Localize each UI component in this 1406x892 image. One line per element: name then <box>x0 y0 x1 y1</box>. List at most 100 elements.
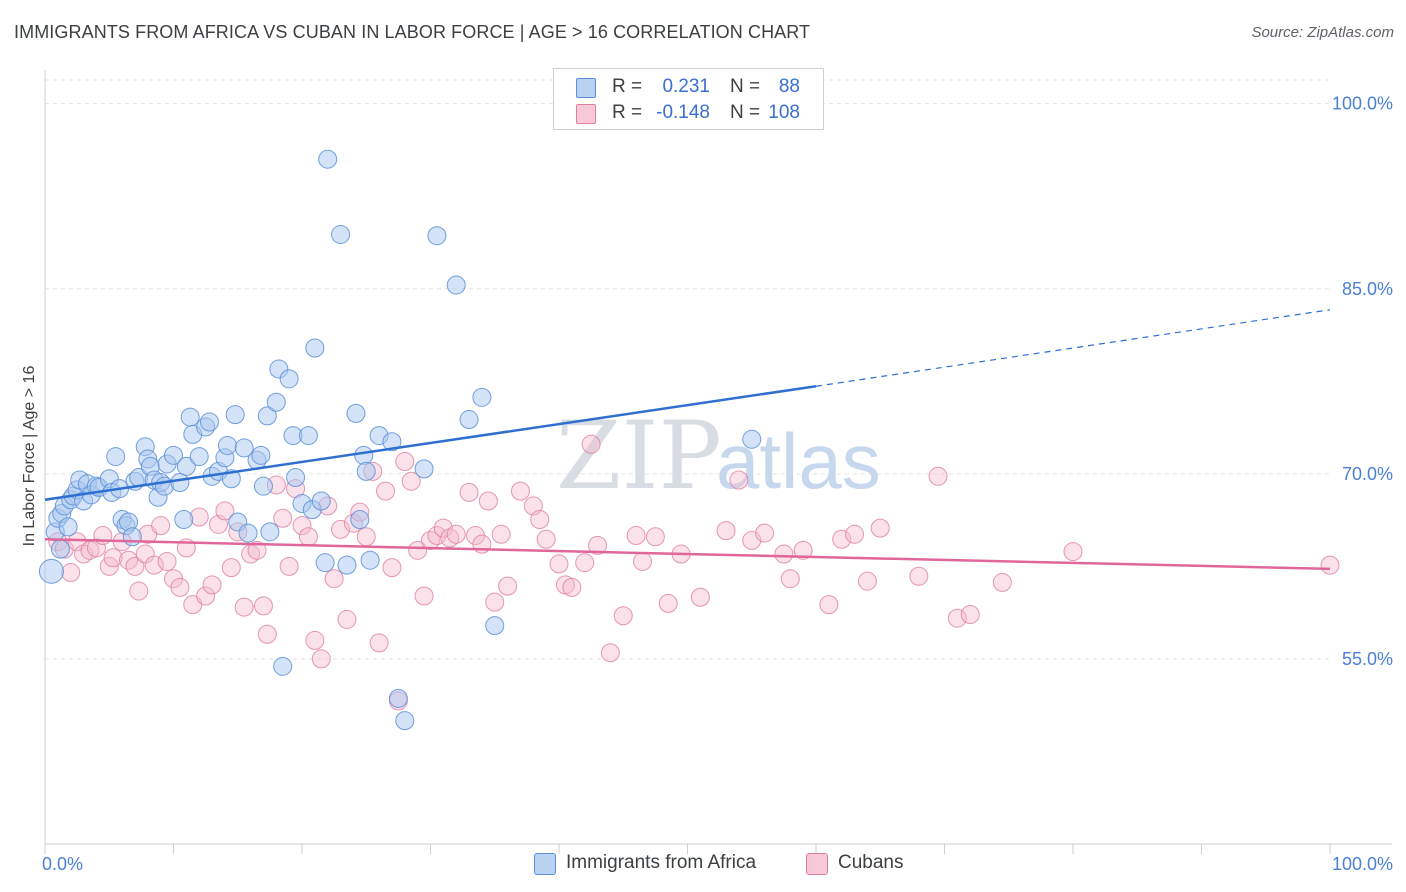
watermark-atlas: atlas <box>716 417 881 505</box>
data-point-cubans <box>170 577 190 597</box>
data-point-cubans <box>960 605 980 624</box>
data-point-cubans <box>755 523 775 543</box>
data-point-cubans <box>645 527 665 547</box>
legend-r-value: 0.231 <box>662 76 710 97</box>
data-point-africa <box>446 275 466 295</box>
data-point-cubans <box>1320 555 1340 575</box>
data-point-cubans <box>324 569 344 589</box>
legend-swatch-africa <box>534 853 556 875</box>
legend-r-value: -0.148 <box>656 102 710 123</box>
legend-swatch-cubans <box>576 104 596 124</box>
legend-r-label: R = <box>612 102 643 123</box>
axes <box>44 70 1392 854</box>
data-point-africa <box>238 523 258 543</box>
data-point-africa <box>122 527 142 547</box>
stats-legend: R = 0.231 N = 88 R = -0.148 N = 108 <box>553 68 824 130</box>
data-point-cubans <box>536 529 556 549</box>
data-point-africa <box>221 469 241 489</box>
trend-lines <box>44 309 1331 571</box>
data-point-cubans <box>446 524 466 544</box>
data-point-africa <box>251 445 271 465</box>
data-point-cubans <box>298 527 318 547</box>
data-point-cubans <box>86 538 106 558</box>
data-point-cubans <box>356 527 376 547</box>
data-point-cubans <box>870 518 890 538</box>
data-point-africa <box>257 406 277 426</box>
data-point-africa <box>388 688 408 708</box>
data-point-africa <box>305 338 325 358</box>
data-point-africa <box>38 558 64 584</box>
data-point-cubans <box>369 633 389 653</box>
data-point-cubans <box>151 516 171 536</box>
data-point-africa <box>225 405 245 425</box>
data-point-cubans <box>928 466 948 486</box>
data-point-cubans <box>440 528 460 548</box>
legend-n-label: N = <box>730 76 761 97</box>
data-point-cubans <box>498 576 518 596</box>
data-point-cubans <box>279 556 299 576</box>
data-point-cubans <box>845 524 865 544</box>
data-point-africa <box>382 432 402 452</box>
y-tick-label: 55.0% <box>1342 649 1393 669</box>
data-point-cubans <box>600 643 620 663</box>
data-point-africa <box>106 447 126 467</box>
y-tick-label: 100.0% <box>1332 94 1393 114</box>
legend-label-cubans: Cubans <box>838 852 904 873</box>
data-point-africa <box>253 476 273 496</box>
legend-n-value: 108 <box>768 102 800 123</box>
legend-n-label: N = <box>730 102 761 123</box>
data-point-cubans <box>947 608 967 628</box>
data-point-africa <box>354 445 374 465</box>
data-point-africa <box>164 445 183 465</box>
data-point-africa <box>298 426 318 446</box>
data-point-cubans <box>61 563 81 583</box>
legend-swatch-cubans <box>806 853 828 875</box>
data-point-cubans <box>234 597 254 617</box>
data-point-cubans <box>690 587 710 607</box>
data-point-cubans <box>909 566 929 586</box>
x-tick-label-max: 100.0% <box>1332 854 1393 874</box>
data-point-africa <box>174 509 194 529</box>
data-point-cubans <box>421 530 440 550</box>
x-tick-label-min: 0.0% <box>42 854 83 874</box>
data-point-cubans <box>382 558 402 578</box>
data-point-africa <box>395 711 415 731</box>
y-tick-label: 85.0% <box>1342 279 1393 299</box>
data-point-africa <box>170 472 190 492</box>
data-point-cubans <box>774 544 794 564</box>
data-point-cubans <box>253 596 273 616</box>
data-point-cubans <box>376 481 396 501</box>
data-point-africa <box>189 447 209 467</box>
data-point-africa <box>180 407 200 427</box>
data-point-africa <box>485 616 505 636</box>
data-point-cubans <box>588 535 608 555</box>
data-point-cubans <box>478 491 498 511</box>
data-point-africa <box>50 539 70 559</box>
data-point-africa <box>331 224 351 244</box>
chart-title: IMMIGRANTS FROM AFRICA VS CUBAN IN LABOR… <box>14 22 811 42</box>
trend-line-africa <box>44 384 817 501</box>
data-point-cubans <box>832 529 852 549</box>
data-point-africa <box>742 429 762 449</box>
data-point-africa <box>176 456 196 476</box>
data-point-africa <box>318 149 338 169</box>
data-point-cubans <box>414 586 434 606</box>
data-point-cubans <box>562 577 582 597</box>
data-point-africa <box>199 412 219 432</box>
data-point-cubans <box>530 509 550 529</box>
data-point-africa <box>273 656 293 676</box>
data-point-cubans <box>633 551 653 571</box>
trend-line-africa-extension <box>815 309 1331 387</box>
data-point-cubans <box>1063 542 1083 562</box>
data-point-africa <box>350 509 370 529</box>
data-point-cubans <box>103 548 123 568</box>
data-point-cubans <box>401 471 421 491</box>
data-point-cubans <box>575 553 595 573</box>
series-legend: Immigrants from Africa Cubans <box>0 852 1406 878</box>
trend-line-cubans <box>44 537 1331 571</box>
data-point-cubans <box>491 524 511 544</box>
data-point-cubans <box>581 434 601 454</box>
tick-labels: 55.0% 70.0% 85.0% 100.0% 0.0% 100.0% <box>42 94 1393 874</box>
data-point-africa <box>414 459 434 479</box>
